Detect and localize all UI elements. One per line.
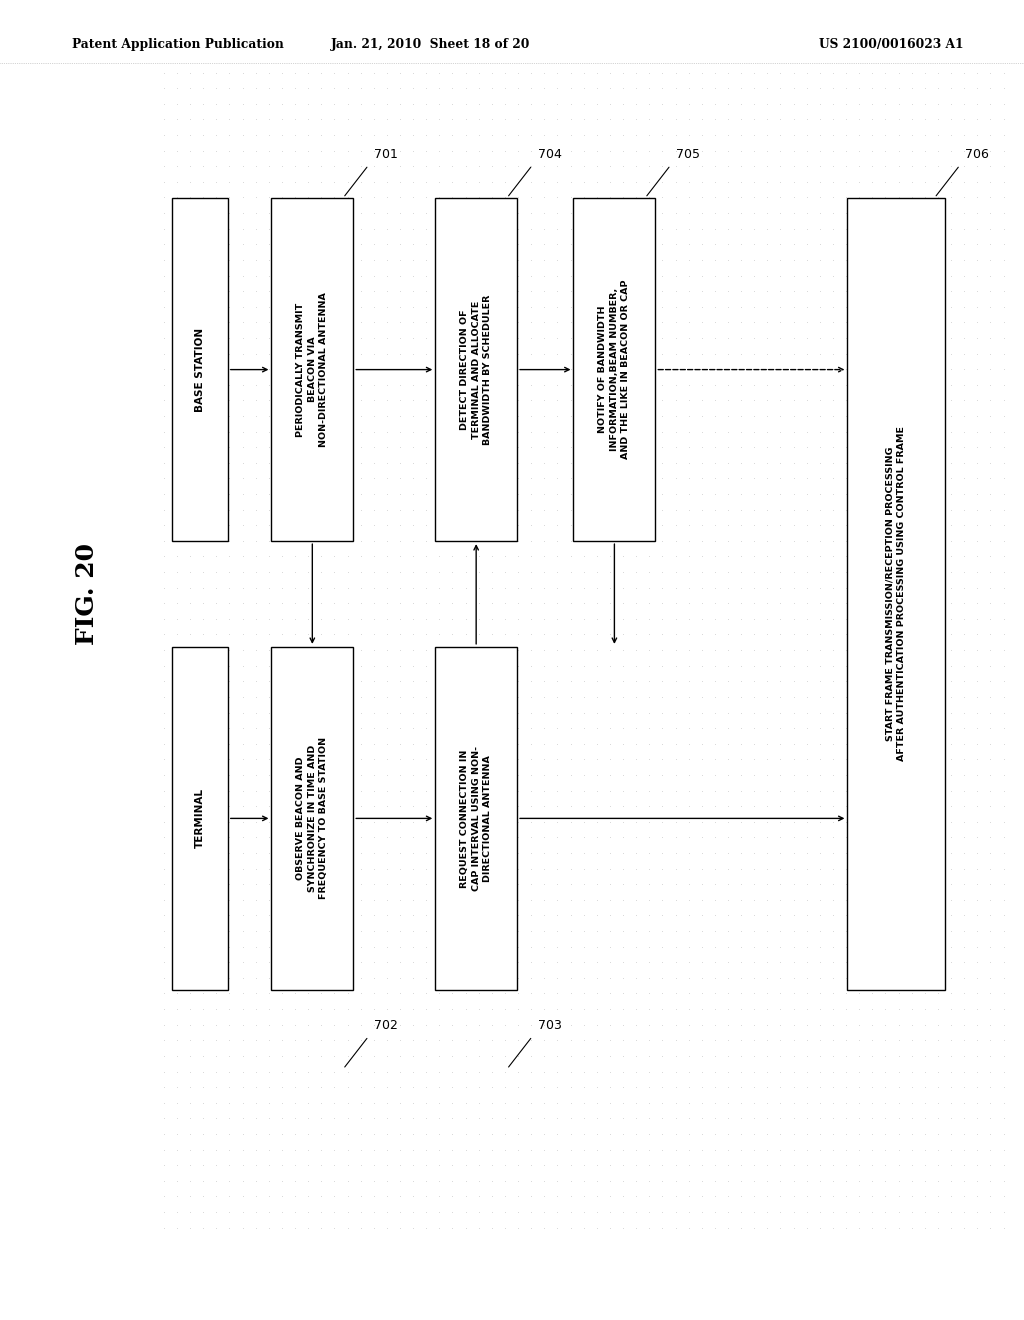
Text: REQUEST CONNECTION IN
CAP INTERVAL USING NON-
DIRECTIONAL ANTENNA: REQUEST CONNECTION IN CAP INTERVAL USING… bbox=[460, 746, 493, 891]
FancyBboxPatch shape bbox=[435, 647, 517, 990]
Text: NOTIFY OF BANDWIDTH
INFORMATION,BEAM NUMBER,
AND THE LIKE IN BEACON OR CAP: NOTIFY OF BANDWIDTH INFORMATION,BEAM NUM… bbox=[598, 280, 631, 459]
Text: FIG. 20: FIG. 20 bbox=[75, 543, 99, 645]
Text: US 2100/0016023 A1: US 2100/0016023 A1 bbox=[818, 38, 964, 51]
FancyBboxPatch shape bbox=[271, 198, 353, 541]
Text: OBSERVE BEACON AND
SYNCHRONIZE IN TIME AND
FREQUENCY TO BASE STATION: OBSERVE BEACON AND SYNCHRONIZE IN TIME A… bbox=[296, 738, 329, 899]
Text: PERIODICALLY TRANSMIT
BEACON VIA
NON-DIRECTIONAL ANTENNA: PERIODICALLY TRANSMIT BEACON VIA NON-DIR… bbox=[296, 292, 329, 447]
Text: 704: 704 bbox=[538, 148, 561, 161]
Text: TERMINAL: TERMINAL bbox=[195, 788, 205, 849]
FancyBboxPatch shape bbox=[435, 198, 517, 541]
FancyBboxPatch shape bbox=[172, 198, 227, 541]
FancyBboxPatch shape bbox=[271, 647, 353, 990]
Text: 706: 706 bbox=[965, 148, 989, 161]
FancyBboxPatch shape bbox=[573, 198, 655, 541]
FancyBboxPatch shape bbox=[172, 647, 227, 990]
Text: Jan. 21, 2010  Sheet 18 of 20: Jan. 21, 2010 Sheet 18 of 20 bbox=[331, 38, 529, 51]
Text: BASE STATION: BASE STATION bbox=[195, 327, 205, 412]
Text: 703: 703 bbox=[538, 1019, 561, 1032]
Text: START FRAME TRANSMISSION/RECEPTION PROCESSING
AFTER AUTHENTICATION PROCESSING US: START FRAME TRANSMISSION/RECEPTION PROCE… bbox=[886, 426, 906, 762]
Text: 702: 702 bbox=[374, 1019, 397, 1032]
Text: 705: 705 bbox=[676, 148, 699, 161]
Text: DETECT DIRECTION OF
TERMINAL AND ALLOCATE
BANDWIDTH BY SCHEDULER: DETECT DIRECTION OF TERMINAL AND ALLOCAT… bbox=[460, 294, 493, 445]
Text: Patent Application Publication: Patent Application Publication bbox=[72, 38, 284, 51]
FancyBboxPatch shape bbox=[848, 198, 944, 990]
Text: 701: 701 bbox=[374, 148, 397, 161]
